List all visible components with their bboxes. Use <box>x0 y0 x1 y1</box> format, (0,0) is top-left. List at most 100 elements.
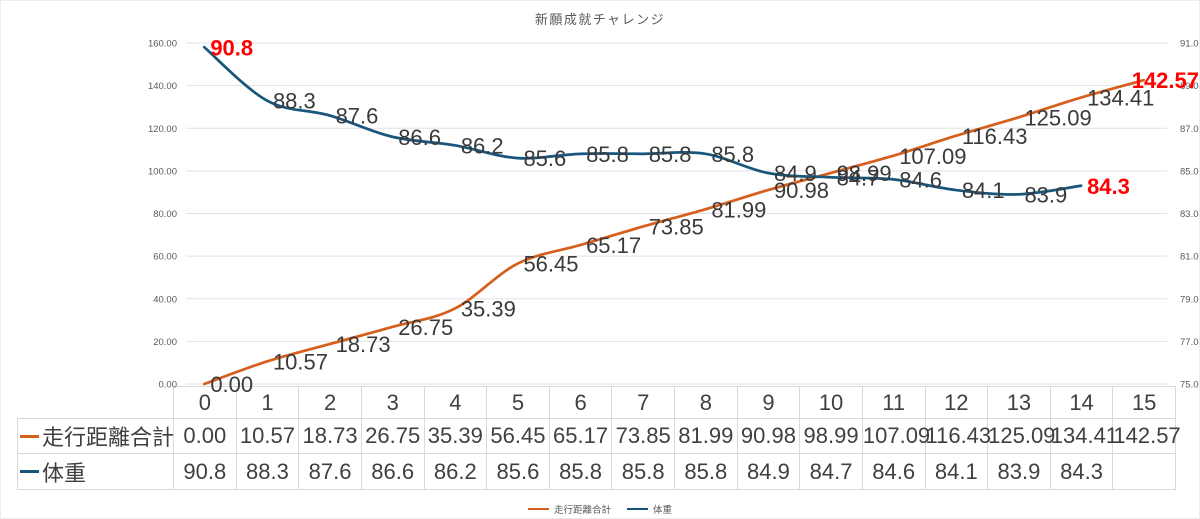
right-axis-tick-label: 91.0 <box>1180 39 1199 50</box>
chart-data-table-grid: 0 1 2 3 4 5 6 7 8 9 10 11 12 13 14 15 走行距離合計 0.00 10.57 18.… <box>17 386 1181 490</box>
data-label: 116.43 <box>962 124 1028 149</box>
right-axis-tick-label: 83.0 <box>1180 209 1199 220</box>
data-label: 65.17 <box>586 233 641 258</box>
right-axis-tick-label: 77.0 <box>1180 337 1199 348</box>
legend-label: 走行距離合計 <box>553 505 611 516</box>
table-cell: 73.85 <box>611 418 675 454</box>
right-axis-tick-label: 79.0 <box>1180 294 1199 305</box>
x-axis-label: 13 <box>987 386 1051 419</box>
series-marker-icon <box>20 470 39 473</box>
legend-marker-icon <box>527 507 549 511</box>
chart-legend: 走行距離合計 体重 <box>1 500 1199 518</box>
data-label: 84.9 <box>774 161 817 186</box>
left-axis-tick-label: 20.00 <box>153 337 177 348</box>
legend-item-走行距離合計: 走行距離合計 <box>527 502 611 516</box>
table-cell: 134.41 <box>1049 418 1118 454</box>
x-axis-label: 7 <box>611 386 675 419</box>
legend-marker-icon <box>627 507 648 511</box>
table-cell: 65.17 <box>548 418 613 454</box>
series-line-体重 <box>202 45 1083 196</box>
data-label: 86.2 <box>461 133 504 158</box>
table-cell: 0.00 <box>173 418 237 454</box>
data-label: 87.6 <box>336 103 379 128</box>
x-axis-label: 0 <box>173 386 237 419</box>
x-axis-label: 2 <box>298 386 362 419</box>
data-label: 85.8 <box>649 142 692 167</box>
table-cell: 116.43 <box>924 418 991 454</box>
left-axis-tick-label: 100.00 <box>148 166 177 177</box>
data-label: 90.8 <box>210 35 253 60</box>
data-label: 84.1 <box>962 178 1005 203</box>
right-axis-tick-label: 89.0 <box>1180 81 1199 92</box>
data-label: 86.6 <box>398 125 441 150</box>
chart-title: 新願成就チャレンジ <box>534 12 666 27</box>
data-label: 35.39 <box>461 297 516 322</box>
left-axis-tick-label: 40.00 <box>153 294 177 305</box>
x-axis-label: 10 <box>799 386 863 419</box>
data-label: 90.98 <box>774 178 829 203</box>
x-axis-label: 8 <box>674 386 738 419</box>
data-label: 85.6 <box>523 146 566 171</box>
table-cell: 10.57 <box>235 418 300 454</box>
data-label: 88.3 <box>273 89 316 114</box>
table-cell: 87.6 <box>298 453 362 490</box>
right-axis-tick-label: 81.0 <box>1180 252 1199 263</box>
table-cell: 35.39 <box>423 418 488 454</box>
right-axis-tick-label: 87.0 <box>1180 124 1199 135</box>
x-axis-label: 4 <box>423 386 488 419</box>
table-corner-cell <box>18 387 174 419</box>
table-cell: 84.6 <box>861 453 926 490</box>
x-axis-label: 1 <box>235 386 300 419</box>
x-axis-label: 15 <box>1112 386 1176 419</box>
table-cell: 18.73 <box>298 418 362 454</box>
data-label: 84.6 <box>899 167 942 192</box>
left-axis-tick-label: 60.00 <box>153 252 177 263</box>
table-cell: 85.6 <box>486 453 550 490</box>
series-line-走行距離合計 <box>202 78 1146 386</box>
data-label: 98.99 <box>837 161 892 186</box>
chart-data-table: 0 1 2 3 4 5 6 7 8 9 10 11 12 13 14 15 走行距離合計 0.00 10.57 18.… <box>17 386 1181 490</box>
series-marker-icon <box>20 434 39 438</box>
table-cell: 26.75 <box>360 418 425 454</box>
data-label: 134.41 <box>1087 86 1154 111</box>
left-axis-tick-label: 120.00 <box>148 124 177 135</box>
table-cell: 56.45 <box>486 418 550 454</box>
table-cell: 90.98 <box>736 418 801 454</box>
data-label: 85.8 <box>586 142 629 167</box>
table-cell: 88.3 <box>235 453 300 490</box>
x-axis-label: 6 <box>548 386 613 419</box>
table-cell: 85.8 <box>611 453 675 490</box>
legend-item-体重: 体重 <box>627 502 672 516</box>
data-label: 26.75 <box>398 315 453 340</box>
data-label: 107.09 <box>899 144 966 169</box>
data-label: 125.09 <box>1024 105 1091 130</box>
data-label: 84.7 <box>837 165 880 190</box>
table-cell: 86.6 <box>360 453 425 490</box>
table-cell <box>1112 453 1176 490</box>
data-label: 81.99 <box>711 197 766 222</box>
table-cell: 81.99 <box>674 418 738 454</box>
table-row-label-走行距離合計: 走行距離合計 <box>17 418 175 454</box>
table-cell: 85.8 <box>674 453 738 490</box>
data-label: 56.45 <box>523 252 578 277</box>
data-label: 10.57 <box>273 349 328 374</box>
data-label: 18.73 <box>336 332 391 357</box>
table-cell: 90.8 <box>173 453 237 490</box>
table-cell: 86.2 <box>423 453 488 490</box>
data-label: 142.57 <box>1132 68 1199 93</box>
data-label: 83.9 <box>1024 182 1067 207</box>
table-cell: 84.7 <box>799 453 863 490</box>
table-cell: 107.09 <box>861 418 930 454</box>
series-name: 走行距離合計 <box>42 425 175 450</box>
table-cell: 125.09 <box>987 418 1055 454</box>
table-row-label-体重: 体重 <box>17 453 174 490</box>
data-label: 73.85 <box>649 215 704 240</box>
x-axis-label: 9 <box>736 386 801 419</box>
series-name: 体重 <box>42 460 87 486</box>
x-axis-label: 3 <box>360 386 425 419</box>
left-axis-tick-label: 160.00 <box>148 39 177 50</box>
x-axis-label: 5 <box>486 386 550 419</box>
right-axis-tick-label: 75.0 <box>1180 380 1199 391</box>
table-cell: 142.57 <box>1112 418 1181 454</box>
